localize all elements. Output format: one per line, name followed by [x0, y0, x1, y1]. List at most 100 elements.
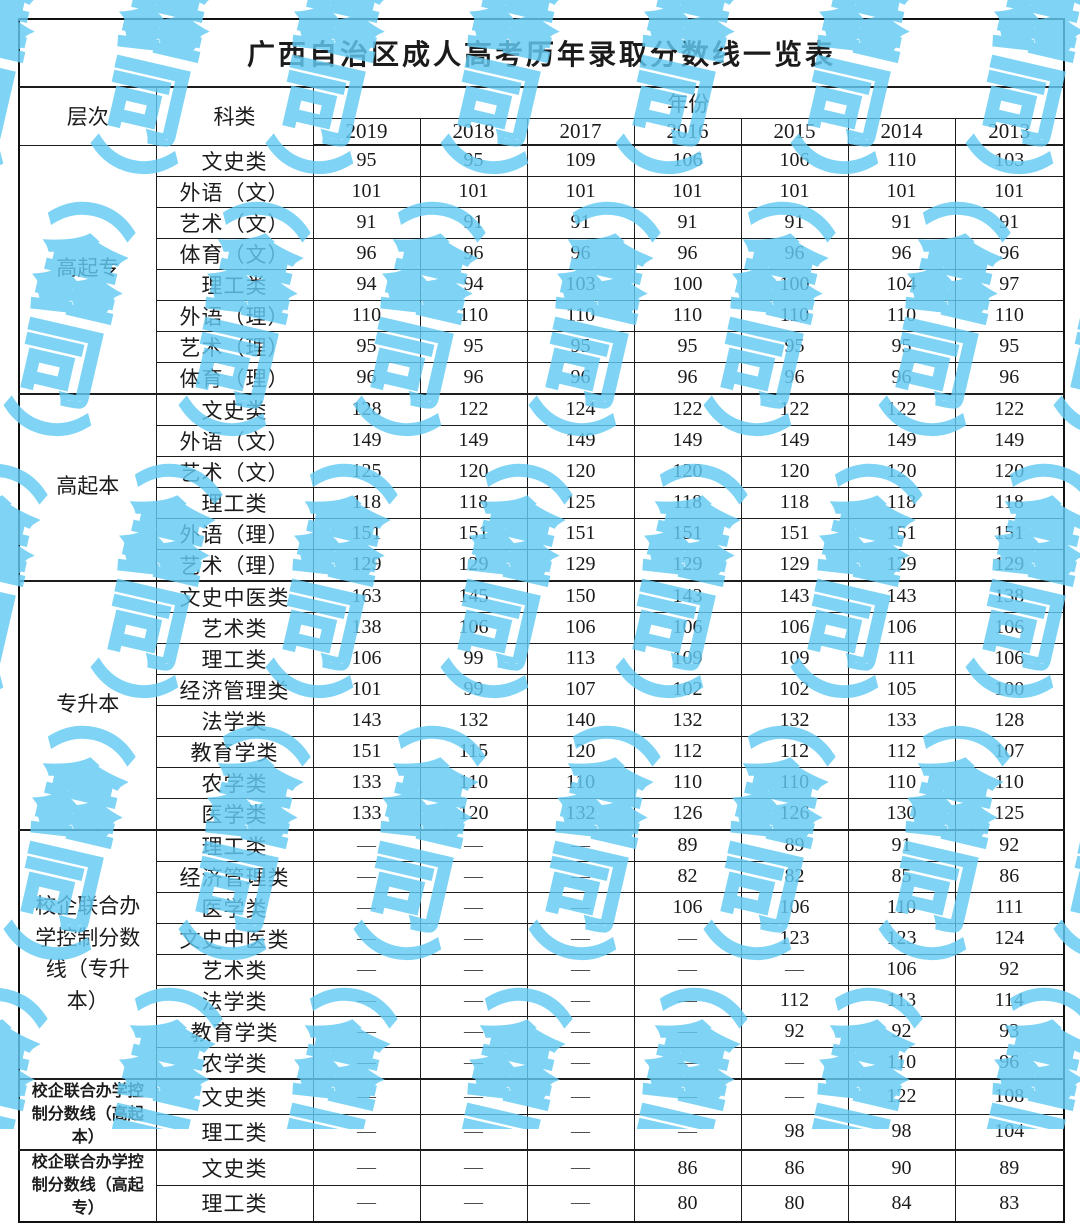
value-cell: 86 [740, 1149, 849, 1187]
value-cell: 100 [954, 673, 1065, 706]
table-row: 理工类 — — —80 80 84 83 [19, 1185, 1065, 1223]
value-cell: 106 [740, 891, 849, 924]
header-year: 2018 [419, 118, 528, 146]
header-year: 2017 [526, 118, 635, 146]
header-year-group: 年份 [312, 86, 1065, 119]
value-cell: — [419, 1149, 528, 1187]
level-cell: 校企联合办学控制分数线（高起本） [18, 1077, 157, 1151]
value-cell: — [526, 828, 635, 862]
category-cell: 农学类 [155, 1046, 314, 1079]
value-cell: 91 [847, 206, 956, 239]
value-cell: 101 [312, 175, 421, 208]
value-cell: 94 [419, 268, 528, 301]
table-row: 外语（文） 149 149 149 149 149 149 149 [19, 424, 1065, 457]
value-cell: — [526, 953, 635, 986]
value-cell: 89 [633, 828, 742, 862]
value-cell: 138 [312, 611, 421, 644]
value-cell: 112 [740, 735, 849, 768]
value-cell: 96 [954, 361, 1065, 394]
value-cell: 104 [847, 268, 956, 301]
category-cell: 文史中医类 [155, 579, 314, 613]
value-cell: 118 [633, 486, 742, 519]
level-cell: 高起本 [18, 392, 157, 581]
value-cell: 99 [419, 642, 528, 675]
value-cell: 143 [633, 579, 742, 613]
value-cell: 101 [419, 175, 528, 208]
value-cell: 110 [847, 891, 956, 924]
category-cell: 法学类 [155, 704, 314, 737]
value-cell: — [526, 860, 635, 893]
value-cell: 110 [740, 766, 849, 799]
category-cell: 艺术（文） [155, 455, 314, 488]
value-cell: — [419, 1077, 528, 1115]
table-row: 理工类 — — — —98 98 104 [19, 1113, 1065, 1151]
value-cell: 82 [633, 860, 742, 893]
value-cell: — [526, 1015, 635, 1048]
value-cell: 120 [740, 455, 849, 488]
value-cell: 118 [847, 486, 956, 519]
category-cell: 经济管理类 [155, 673, 314, 706]
value-cell: — [526, 922, 635, 955]
table-row: 高起本 文史类 128 122 124 122 122 122 122 [18, 392, 1065, 581]
value-cell: 129 [312, 548, 421, 581]
value-cell: — [633, 1077, 742, 1115]
value-cell: 151 [419, 517, 528, 550]
value-cell: 101 [740, 175, 849, 208]
value-cell: 91 [419, 206, 528, 239]
category-cell: 医学类 [155, 891, 314, 924]
value-cell: 149 [526, 424, 635, 457]
value-cell: — [526, 1077, 635, 1115]
value-cell: 120 [419, 797, 528, 830]
value-cell: 129 [954, 548, 1065, 581]
table-row: 经济管理类 — — —82 82 85 86 [19, 860, 1065, 893]
value-cell: — [633, 953, 742, 986]
value-cell: 84 [847, 1185, 956, 1223]
header-year: 2015 [740, 118, 849, 146]
value-cell: 118 [740, 486, 849, 519]
table-row: 艺术（文） 91 91 91 91 91 91 91 [19, 206, 1065, 239]
category-cell: 文史类 [155, 1149, 314, 1187]
value-cell: 110 [954, 299, 1065, 332]
value-cell: 92 [740, 1015, 849, 1048]
table-row: 法学类 — — — —112 113 114 [19, 984, 1065, 1017]
value-cell: 118 [419, 486, 528, 519]
table-row: 医学类 — — —106 106 110 111 [19, 891, 1065, 924]
value-cell: 101 [312, 673, 421, 706]
value-cell: 114 [954, 984, 1065, 1017]
value-cell: 120 [954, 455, 1065, 488]
value-cell: 96 [847, 237, 956, 270]
value-cell: 112 [740, 984, 849, 1017]
table-row: 体育（理） 96 96 96 96 96 96 96 [19, 361, 1065, 394]
category-cell: 农学类 [155, 766, 314, 799]
value-cell: — [633, 984, 742, 1017]
value-cell: 110 [847, 1046, 956, 1079]
table-row: 理工类 94 94 103 100 100 104 97 [19, 268, 1065, 301]
category-cell: 法学类 [155, 984, 314, 1017]
value-cell: 99 [419, 673, 528, 706]
table-row: 教育学类 151 115 120 112 112 112 107 [19, 735, 1065, 768]
table-row: 艺术类 — — — — —106 92 [19, 953, 1065, 986]
table-row: 艺术（理） 129 129 129 129 129 129 129 [19, 548, 1065, 581]
level-cell: 校企联合办学控制分数线（专升本） [18, 828, 157, 1079]
table-row: 高起专 文史类 95 95 109 106 106 110 103 [18, 144, 1065, 394]
value-cell: 96 [740, 361, 849, 394]
value-cell: 122 [847, 1077, 956, 1115]
value-cell: 95 [312, 330, 421, 363]
value-cell: 132 [740, 704, 849, 737]
value-cell: 101 [847, 175, 956, 208]
value-cell: 96 [419, 361, 528, 394]
value-cell: 151 [312, 735, 421, 768]
category-cell: 教育学类 [155, 1015, 314, 1048]
table-row: 医学类 133 120 132 126 126 130 125 [19, 797, 1065, 830]
value-cell: 149 [312, 424, 421, 457]
scores-table: 广西自治区成人高考历年录取分数线一览表 层次 科类 年份 2019 2018 201… [18, 18, 1066, 1223]
value-cell: 106 [633, 891, 742, 924]
value-cell: 151 [847, 517, 956, 550]
value-cell: — [312, 1185, 421, 1223]
value-cell: 105 [847, 673, 956, 706]
value-cell: 113 [526, 642, 635, 675]
value-cell: 95 [312, 144, 421, 177]
value-cell: 101 [954, 175, 1065, 208]
value-cell: 104 [954, 1113, 1065, 1151]
value-cell: 151 [526, 517, 635, 550]
